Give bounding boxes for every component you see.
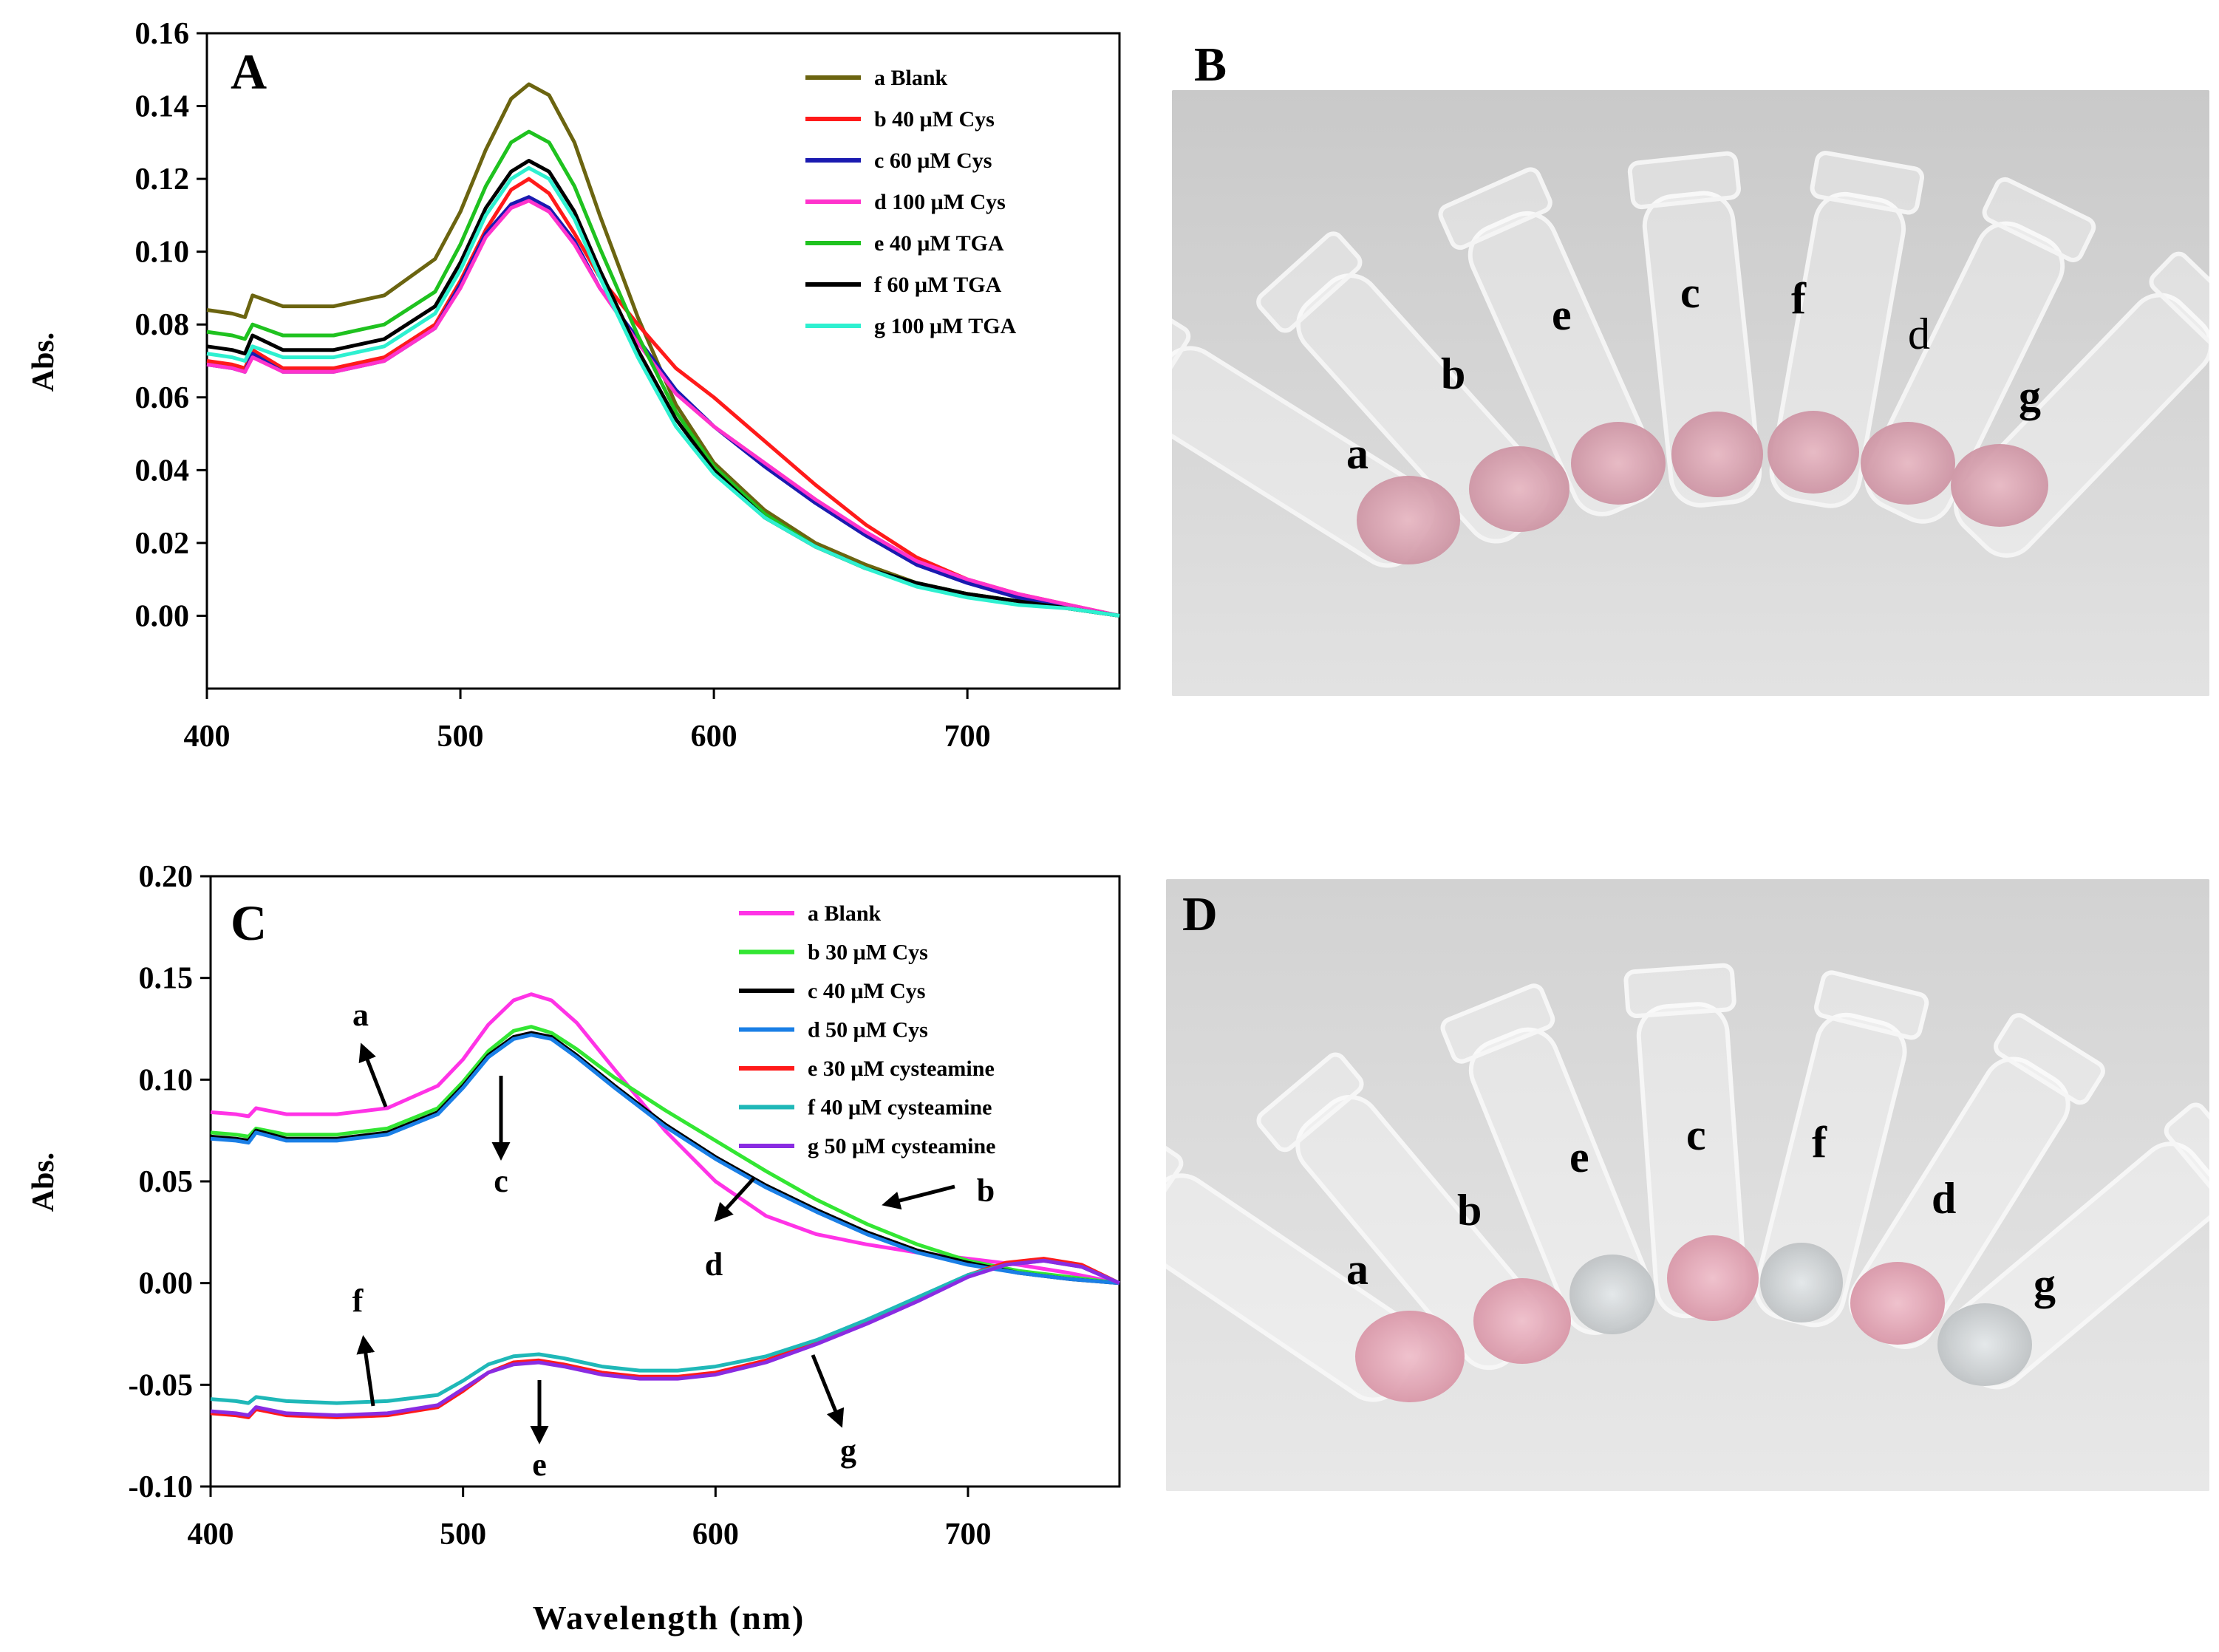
chart-c-y-tick-label: -0.10 bbox=[129, 1470, 194, 1504]
tube-label-d-b: b bbox=[1457, 1186, 1482, 1235]
chart-c-annotation-arrow bbox=[811, 1354, 845, 1428]
chart-a-series-line-f bbox=[206, 159, 1120, 618]
chart-c-annotation-arrow bbox=[714, 1177, 755, 1222]
chart-c-annotation-label: c bbox=[494, 1163, 508, 1199]
chart-a-series-line-b bbox=[206, 177, 1120, 618]
chart-c-series-line-g bbox=[210, 1258, 1120, 1418]
chart-c-y-tick-label: -0.05 bbox=[129, 1368, 194, 1402]
tube-label-b-b: b bbox=[1441, 349, 1466, 398]
chart-a-y-tick-label: 0.08 bbox=[135, 308, 190, 342]
chart-a-y-axis-label: Abs. bbox=[27, 332, 61, 392]
chart-c-annotation-label: g bbox=[840, 1433, 856, 1469]
tube-label-d-d: d bbox=[1932, 1174, 1957, 1223]
chart-a-x-tick-label: 500 bbox=[437, 720, 484, 754]
chart-a-legend-label: d 100 μM Cys bbox=[874, 190, 1006, 214]
chart-a-y-tick-label: 0.16 bbox=[135, 17, 190, 51]
tube-label-d-e: e bbox=[1569, 1133, 1589, 1181]
chart-c-annotation-arrow bbox=[882, 1184, 955, 1210]
tube-label-b-g: g bbox=[2019, 372, 2041, 420]
chart-c-legend-label: b 30 μM Cys bbox=[808, 941, 928, 965]
chart-a-y-tick-label: 0.14 bbox=[135, 90, 190, 124]
panel-label-b: B bbox=[1194, 38, 1227, 92]
tube-label-d-c: c bbox=[1686, 1110, 1706, 1159]
chart-a-y-tick-label: 0.12 bbox=[135, 163, 190, 197]
chart-c-legend-label: a Blank bbox=[808, 901, 882, 926]
chart-c-annotation-label: b bbox=[977, 1173, 995, 1209]
chart-a-x-tick-label: 700 bbox=[944, 720, 991, 754]
tube-label-b-d: d bbox=[1908, 310, 1930, 358]
chart-a-x-tick-label: 400 bbox=[184, 720, 231, 754]
tube-illustration-b bbox=[1172, 90, 2209, 696]
chart-a-y-tick-label: 0.02 bbox=[135, 527, 190, 561]
chart-c-series-line-f bbox=[210, 1258, 1120, 1405]
chart-c-x-tick-label: 400 bbox=[188, 1518, 234, 1552]
chart-c-legend-label: e 30 μM cysteamine bbox=[808, 1057, 995, 1081]
chart-c-legend-label: c 40 μM Cys bbox=[808, 979, 925, 1003]
tube-illustration-d bbox=[1166, 879, 2209, 1491]
chart-c-y-tick-label: 0.10 bbox=[139, 1063, 194, 1097]
chart-a-x-tick-label: 600 bbox=[691, 720, 737, 754]
photo-d bbox=[1166, 879, 2209, 1491]
chart-a-series-line-d bbox=[206, 199, 1120, 618]
chart-a-legend-label: e 40 μM TGA bbox=[874, 231, 1004, 256]
chart-a-legend-label: g 100 μM TGA bbox=[874, 314, 1017, 338]
chart-c-legend-label: g 50 μM cysteamine bbox=[808, 1134, 995, 1158]
chart-c-series-line-c bbox=[210, 1031, 1120, 1286]
chart-c-annotation-arrow bbox=[358, 1042, 388, 1107]
chart-a-legend-label: b 40 μM Cys bbox=[874, 107, 995, 132]
tube-label-b-f: f bbox=[1791, 274, 1806, 323]
chart-a-panel-label: A bbox=[231, 44, 267, 100]
tube-label-d-a: a bbox=[1346, 1245, 1368, 1294]
chart-c-x-tick-label: 500 bbox=[440, 1518, 486, 1552]
chart-c-x-tick-label: 600 bbox=[692, 1518, 739, 1552]
chart-c-legend-label: d 50 μM Cys bbox=[808, 1018, 928, 1042]
chart-c-x-axis-label: Wavelength (nm) bbox=[533, 1599, 805, 1636]
chart-c-annotation-label: e bbox=[532, 1447, 547, 1483]
tube-label-b-c: c bbox=[1680, 268, 1700, 317]
chart-c-series-line-d bbox=[210, 1033, 1120, 1286]
chart-c-y-tick-label: 0.20 bbox=[139, 860, 194, 894]
chart-c-annotation-label: f bbox=[352, 1283, 364, 1319]
chart-c-y-axis-label: Abs. bbox=[27, 1153, 61, 1212]
chart-a-series-line-g bbox=[206, 165, 1120, 618]
chart-c-annotation-label: d bbox=[705, 1246, 723, 1283]
chart-c-y-tick-label: 0.00 bbox=[139, 1267, 194, 1301]
chart-a-y-tick-label: 0.06 bbox=[135, 381, 190, 415]
chart-a-y-tick-label: 0.10 bbox=[135, 236, 190, 270]
photo-b bbox=[1172, 90, 2209, 696]
chart-c-x-tick-label: 700 bbox=[945, 1518, 992, 1552]
chart-c-legend-label: f 40 μM cysteamine bbox=[808, 1096, 992, 1120]
chart-a-legend-label: c 60 μM Cys bbox=[874, 149, 992, 173]
chart-a-y-tick-label: 0.00 bbox=[135, 599, 190, 633]
tube-label-d-g: g bbox=[2034, 1260, 2056, 1308]
chart-c-annotation-arrow bbox=[356, 1335, 375, 1407]
chart-a-plot-frame bbox=[205, 32, 1121, 690]
chart-a-legend-label: a Blank bbox=[874, 66, 948, 90]
tube-label-d-f: f bbox=[1812, 1118, 1827, 1167]
tube-label-b-e: e bbox=[1552, 290, 1572, 339]
chart-c-y-tick-label: 0.15 bbox=[139, 962, 194, 996]
chart-c-panel-label: C bbox=[231, 895, 267, 951]
panel-label-d: D bbox=[1182, 887, 1218, 941]
chart-a-y-tick-label: 0.04 bbox=[135, 454, 190, 488]
chart-c-annotation-label: a bbox=[352, 997, 369, 1033]
chart-a-legend-label: f 60 μM TGA bbox=[874, 273, 1002, 297]
tube-label-b-a: a bbox=[1346, 429, 1368, 478]
chart-c-y-tick-label: 0.05 bbox=[139, 1165, 194, 1199]
chart-c-series-line-e bbox=[210, 1257, 1121, 1419]
chart-c-series-line-b bbox=[210, 1025, 1120, 1286]
